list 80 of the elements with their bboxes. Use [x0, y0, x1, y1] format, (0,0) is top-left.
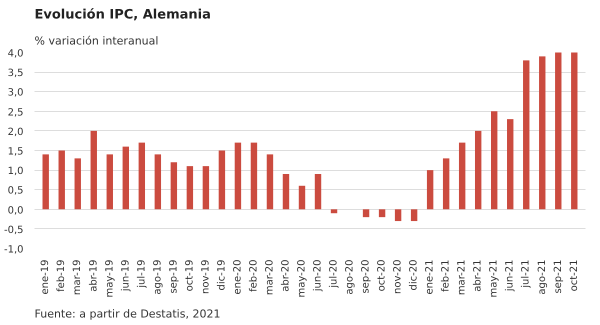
x-tick-label: oct-21	[568, 259, 580, 292]
source-note: Fuente: a partir de Destatis, 2021	[34, 308, 220, 320]
y-tick-label: 2,0	[8, 126, 24, 138]
y-tick-label: 2,5	[8, 107, 24, 118]
bar	[458, 142, 466, 210]
bar	[266, 154, 274, 210]
x-tick-label: jul-19	[136, 259, 148, 289]
y-tick-label: 4,0	[8, 48, 24, 60]
x-tick-label: abr-19	[88, 260, 100, 292]
bar	[234, 142, 242, 210]
bar	[154, 154, 162, 210]
bar	[523, 60, 530, 210]
x-tick-label: ago-21	[536, 259, 548, 295]
x-tick-label: abr-21	[472, 260, 484, 292]
y-tick-label: -0,5	[4, 224, 24, 236]
bar	[442, 158, 450, 210]
x-tick-label: sep-21	[552, 259, 564, 294]
x-tick-label: sep-19	[168, 259, 180, 294]
y-tick-label: 1,5	[8, 146, 24, 158]
bar	[394, 209, 402, 222]
y-tick-label: 1,0	[8, 166, 24, 178]
bar	[42, 154, 49, 210]
bar	[58, 150, 65, 210]
x-tick-label: mar-21	[456, 259, 468, 296]
y-tick-label: 3,5	[8, 68, 24, 80]
x-tick-label: oct-20	[376, 259, 388, 292]
x-tick-label: nov-20	[392, 259, 404, 294]
bar	[218, 150, 226, 210]
chart-subtitle: % variación interanual	[34, 34, 158, 48]
bar	[106, 154, 113, 210]
bar	[170, 162, 178, 210]
bar	[282, 174, 290, 210]
y-tick-label: 0,5	[8, 186, 24, 197]
x-tick-label: feb-21	[440, 259, 452, 292]
x-tick-label: may-20	[296, 259, 308, 298]
y-tick-label: 3,0	[8, 88, 24, 99]
bar	[426, 170, 434, 210]
bar	[539, 56, 546, 210]
x-tick-label: may-19	[104, 259, 116, 298]
x-tick-label: nov-19	[200, 259, 212, 294]
x-tick-label: abr-20	[280, 260, 292, 292]
x-tick-label: feb-19	[56, 259, 68, 292]
bar	[362, 209, 370, 218]
x-tick-label: ago-19	[152, 259, 164, 295]
x-tick-label: dic-19	[216, 259, 228, 290]
bar	[90, 130, 97, 210]
x-tick-label: jun-20	[312, 259, 324, 292]
bar	[474, 130, 482, 210]
bar	[507, 119, 514, 210]
x-tick-label: dic-20	[408, 259, 420, 290]
bar	[490, 111, 498, 210]
bar	[410, 209, 418, 222]
bar	[314, 174, 322, 210]
bar	[250, 142, 258, 210]
x-tick-label: may-21	[488, 259, 500, 298]
bar	[74, 158, 81, 210]
bar	[122, 146, 130, 210]
bar	[138, 142, 146, 210]
x-tick-label: jul-20	[328, 259, 340, 289]
x-tick-label: feb-20	[248, 259, 260, 292]
bar	[378, 209, 386, 218]
bar	[202, 166, 210, 210]
y-tick-label: 0,0	[8, 205, 24, 216]
chart-title: Evolución IPC, Alemania	[34, 8, 211, 22]
x-tick-label: ago-20	[344, 259, 356, 295]
x-tick-label: ene-19	[40, 259, 52, 294]
y-tick-label: -1,0	[4, 244, 24, 256]
bar	[186, 166, 194, 210]
x-tick-label: ene-20	[232, 259, 244, 294]
x-tick-label: jun-21	[504, 259, 516, 292]
x-tick-label: mar-19	[72, 259, 84, 296]
x-tick-label: jun-19	[120, 259, 132, 292]
bar	[555, 52, 562, 210]
bar	[298, 186, 306, 210]
x-tick-label: jul-21	[520, 259, 532, 289]
x-tick-label: mar-20	[264, 259, 276, 296]
x-tick-label: ene-21	[424, 259, 436, 294]
x-tick-label: oct-19	[184, 259, 196, 292]
bar	[571, 52, 578, 210]
x-tick-label: sep-20	[360, 259, 372, 294]
